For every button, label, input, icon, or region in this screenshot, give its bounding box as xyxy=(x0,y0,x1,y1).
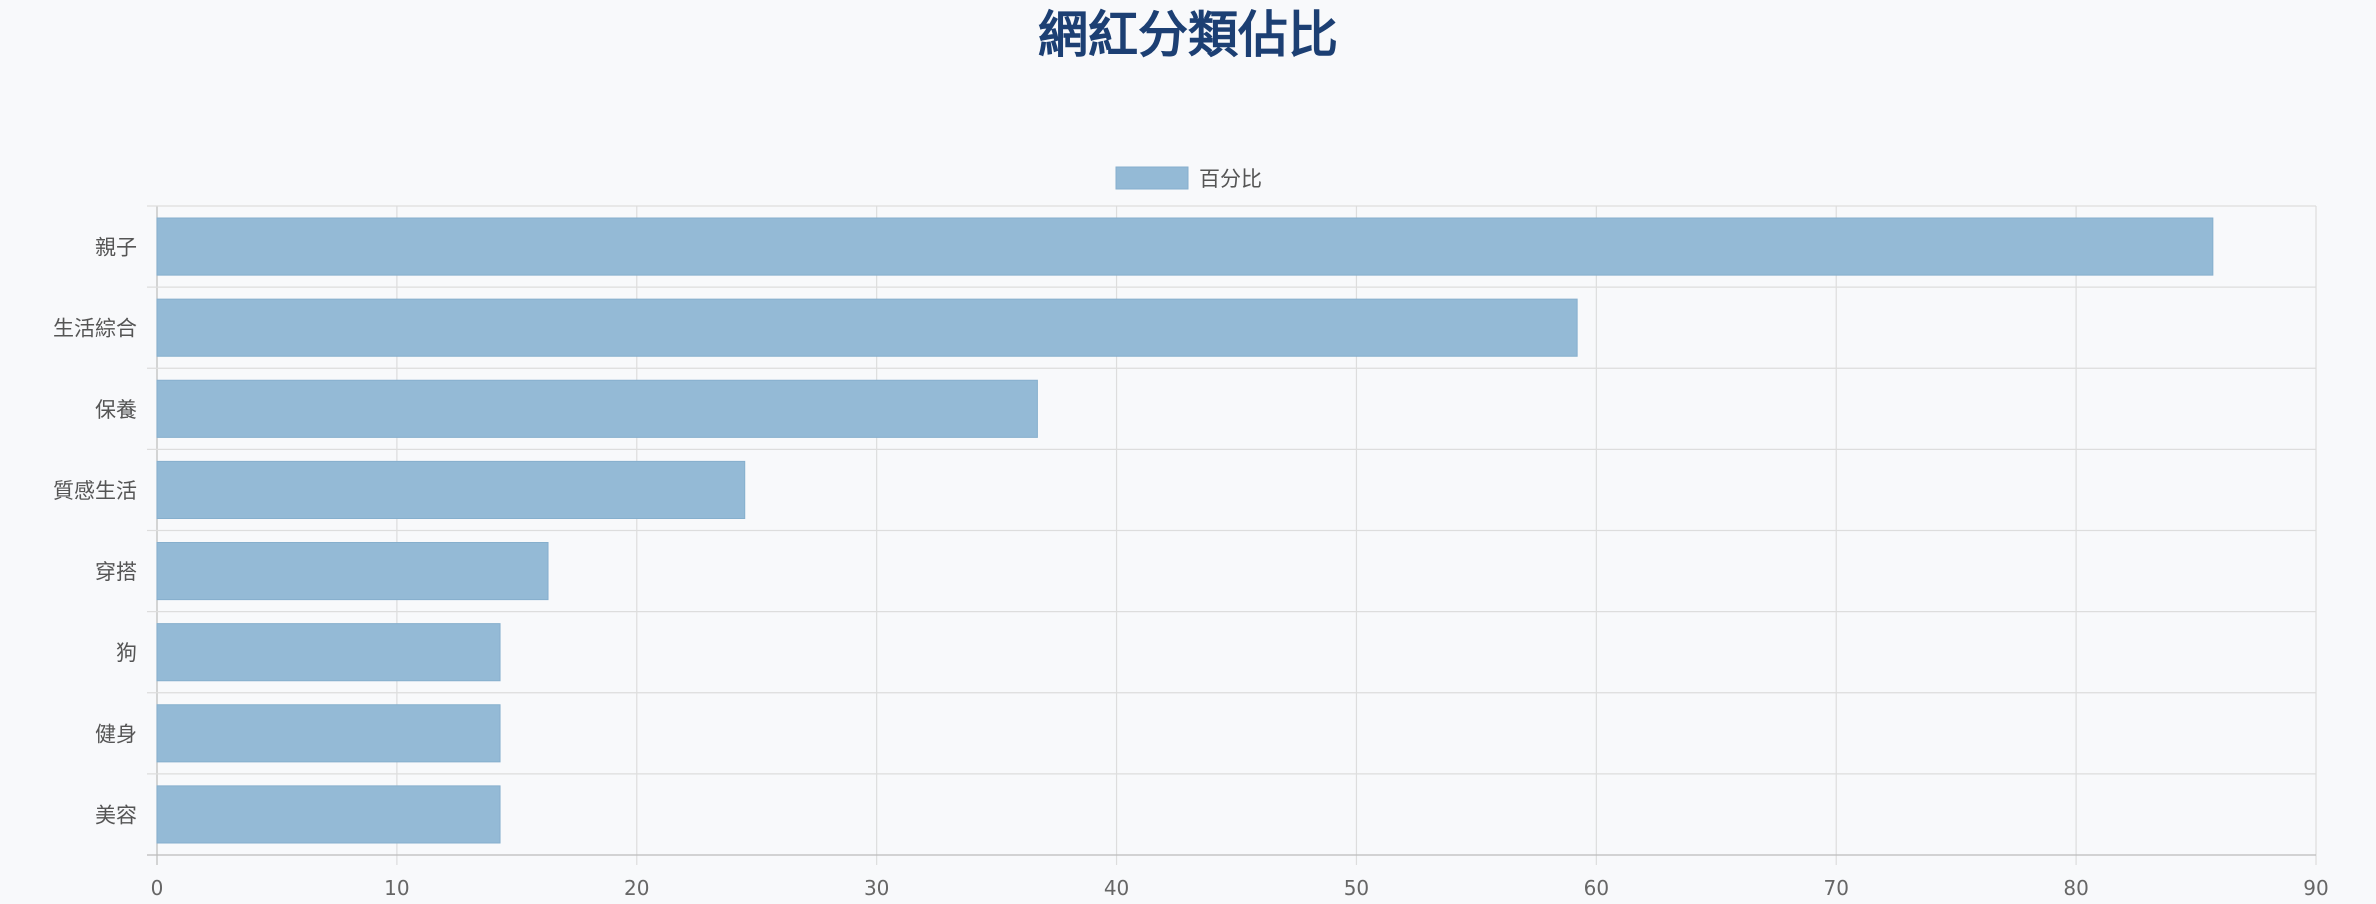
category-label: 保養 xyxy=(95,398,137,422)
category-label: 穿搭 xyxy=(95,560,137,584)
x-tick-label: 60 xyxy=(1584,876,1609,900)
bar[interactable] xyxy=(156,217,2214,276)
category-label: 健身 xyxy=(95,722,137,746)
category-label: 質感生活 xyxy=(53,479,137,503)
category-label: 狗 xyxy=(116,641,137,665)
bar-layer xyxy=(156,217,2214,844)
x-tick-label: 20 xyxy=(624,876,649,900)
category-label: 生活綜合 xyxy=(53,317,137,341)
x-tick-label: 30 xyxy=(864,876,889,900)
bar[interactable] xyxy=(156,542,549,601)
bar[interactable] xyxy=(156,460,746,519)
legend[interactable]: 百分比 xyxy=(1115,166,1262,191)
bar[interactable] xyxy=(156,379,1038,438)
x-tick-label: 70 xyxy=(1823,876,1848,900)
x-tick-label: 80 xyxy=(2063,876,2088,900)
chart-title: 網紅分類佔比 xyxy=(1038,6,1338,64)
x-tick-label: 50 xyxy=(1344,876,1369,900)
x-tick-label: 10 xyxy=(384,876,409,900)
category-label: 美容 xyxy=(95,803,137,827)
bar[interactable] xyxy=(156,704,501,763)
bar[interactable] xyxy=(156,298,1578,357)
x-tick-label: 40 xyxy=(1104,876,1129,900)
legend-swatch[interactable] xyxy=(1115,166,1189,190)
bar[interactable] xyxy=(156,623,501,682)
x-tick-label: 0 xyxy=(151,876,164,900)
bar[interactable] xyxy=(156,785,501,844)
x-tick-label: 90 xyxy=(2303,876,2328,900)
category-label: 親子 xyxy=(95,236,137,260)
legend-label[interactable]: 百分比 xyxy=(1199,167,1262,191)
